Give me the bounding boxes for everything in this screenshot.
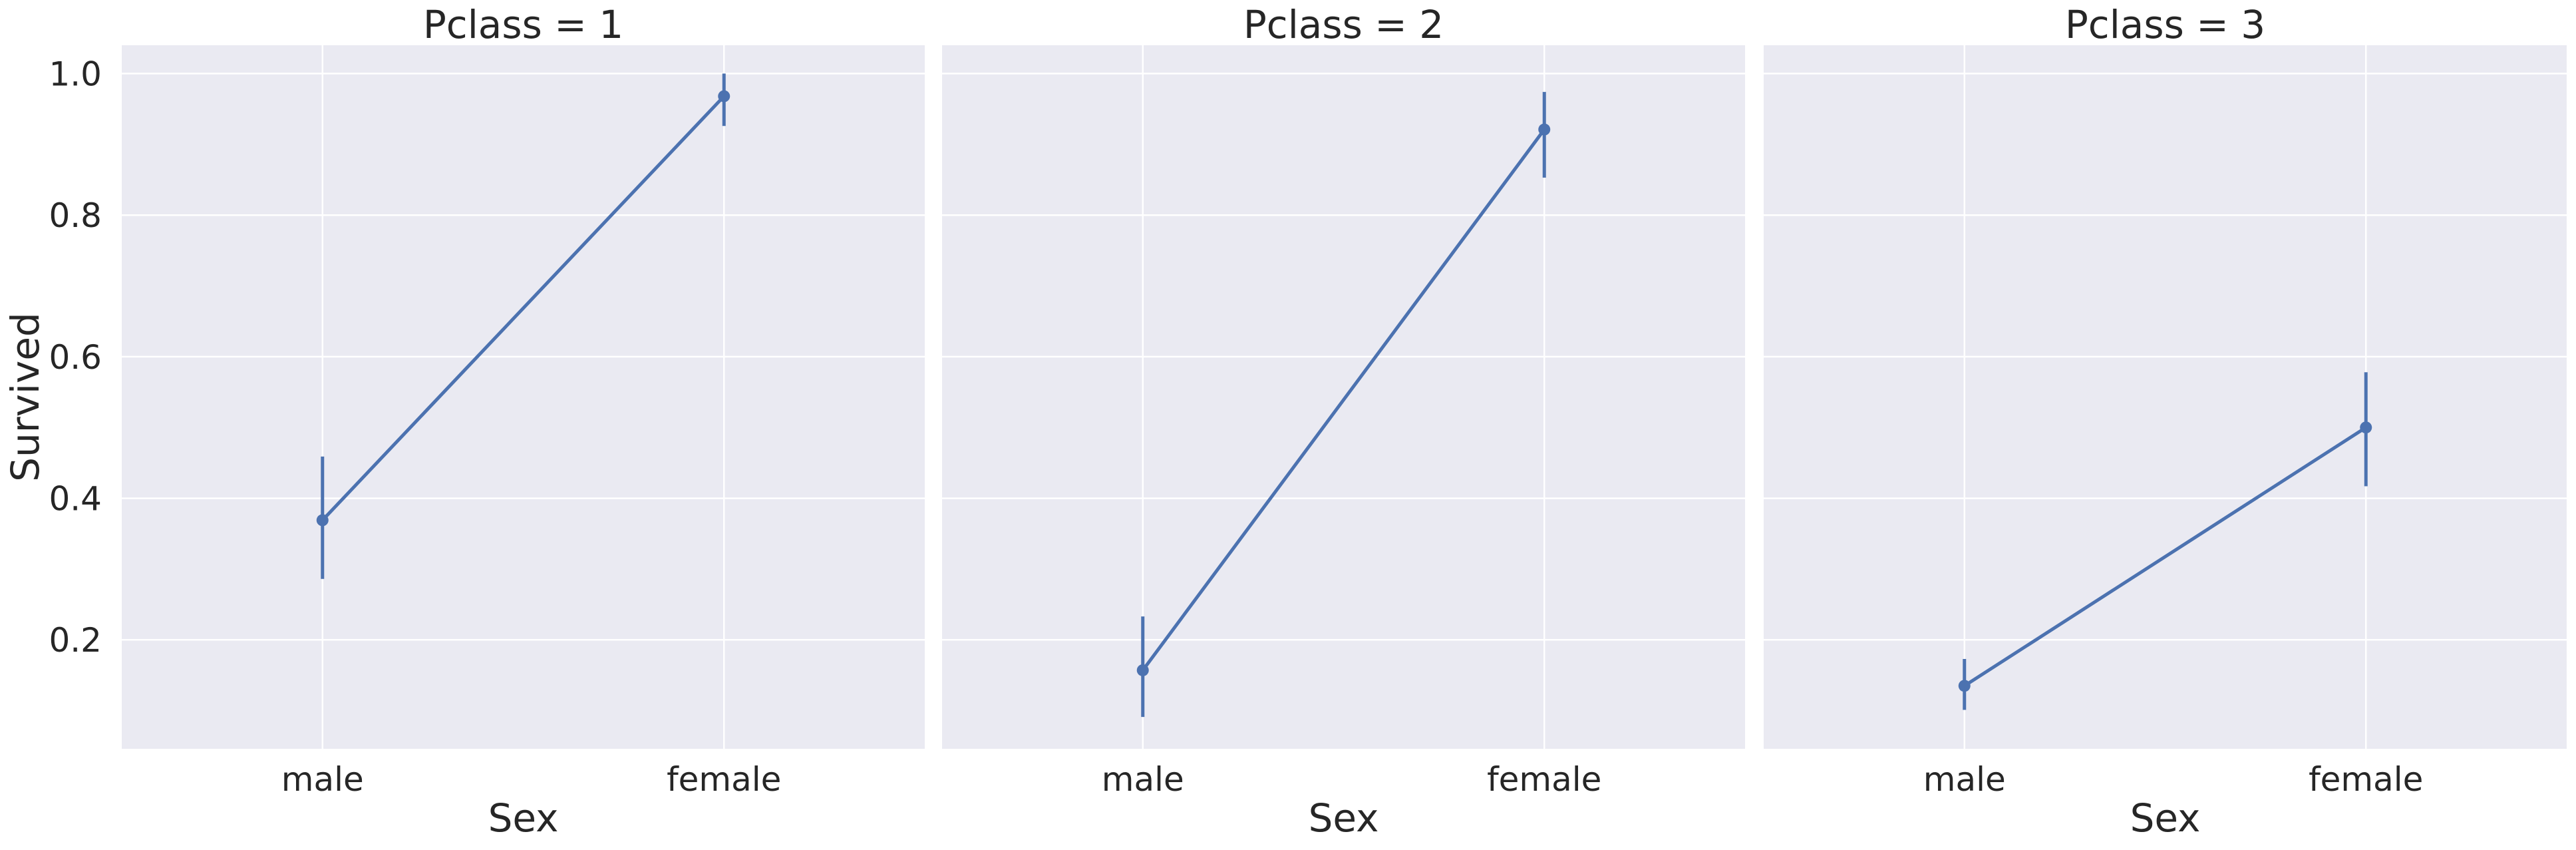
y-tick-label: 0.6 <box>49 338 102 377</box>
x-tick-label: female <box>1487 760 1601 799</box>
series-line <box>1963 425 2368 688</box>
y-tick-label: 1.0 <box>49 55 102 94</box>
y-tick-label: 0.8 <box>49 196 102 235</box>
data-point <box>1136 664 1149 676</box>
x-axis-label: Sex <box>488 795 559 841</box>
y-tick-label: 0.4 <box>49 480 102 519</box>
panel-title: Pclass = 2 <box>1243 2 1444 47</box>
panel-background <box>122 45 925 749</box>
x-tick-label: male <box>1923 760 2006 799</box>
x-axis-label: Sex <box>1309 795 1379 841</box>
y-tick-label: 0.2 <box>49 621 102 660</box>
data-point <box>316 514 329 527</box>
data-point <box>2360 421 2372 434</box>
x-tick-label: female <box>667 760 781 799</box>
series-line <box>321 95 726 523</box>
x-tick-label: male <box>1102 760 1184 799</box>
x-tick-label: male <box>281 760 364 799</box>
data-point <box>718 90 730 103</box>
series-line <box>1141 128 1546 672</box>
panel-background <box>942 45 1745 749</box>
panel-title: Pclass = 1 <box>423 2 623 47</box>
x-axis-label: Sex <box>2130 795 2201 841</box>
y-axis-label: Survived <box>3 312 48 482</box>
panel-background <box>1764 45 2567 749</box>
data-point <box>1958 680 1971 692</box>
panel-title: Pclass = 3 <box>2065 2 2265 47</box>
data-point <box>1538 123 1551 136</box>
x-tick-label: female <box>2309 760 2423 799</box>
